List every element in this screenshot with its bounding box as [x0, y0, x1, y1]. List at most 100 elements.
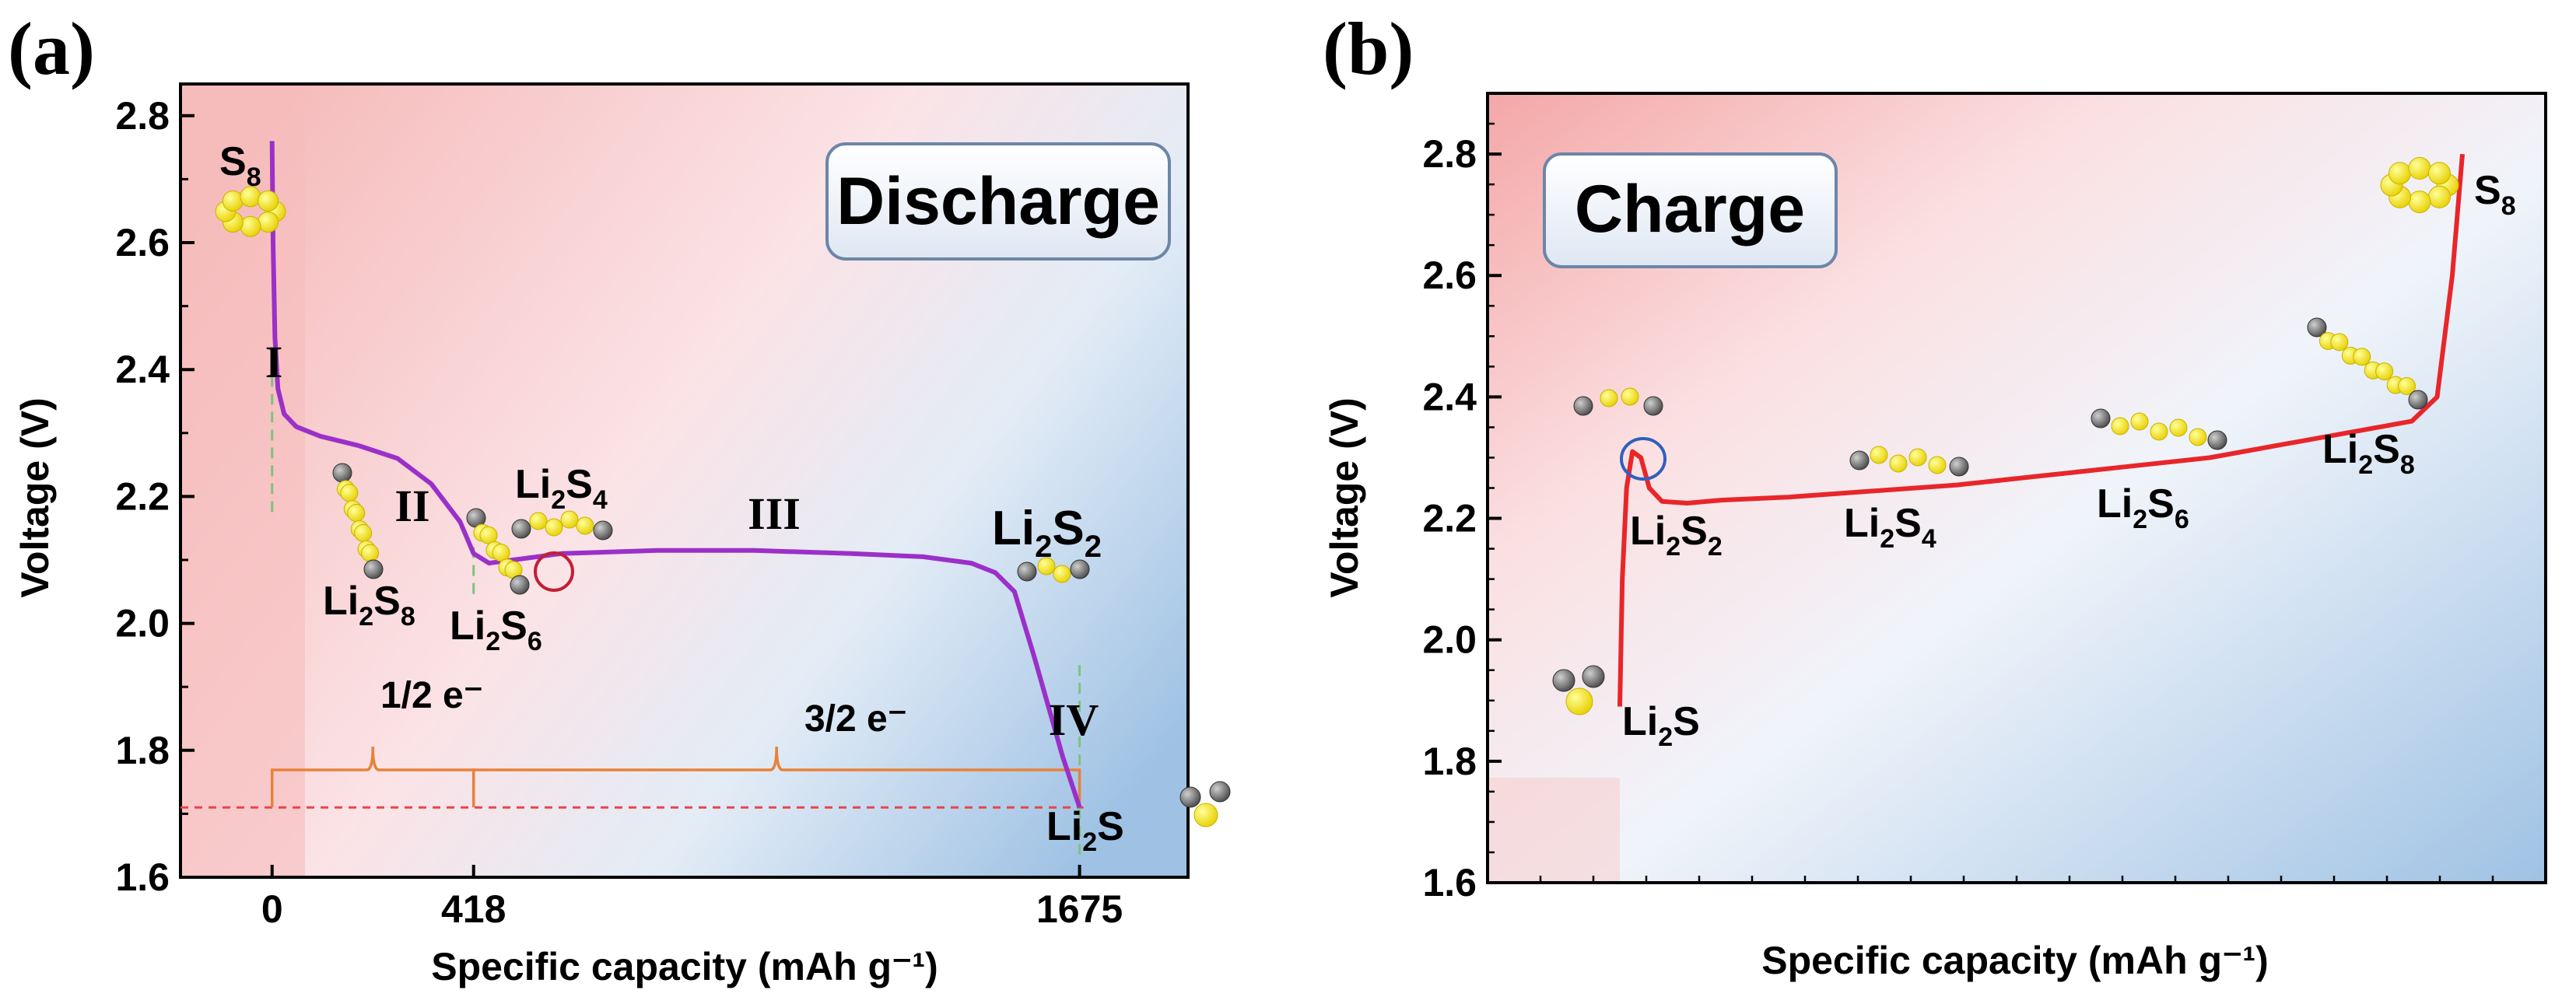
sulfur-atom — [347, 504, 366, 523]
y-tick-label: 2.8 — [115, 94, 170, 138]
sulfur-atom — [2353, 348, 2371, 366]
discharge-box-label: Discharge — [836, 164, 1160, 239]
sulfur-atom — [2169, 418, 2188, 437]
sulfur-atom — [2408, 191, 2431, 214]
electron-label-three-halves: 3/2 e⁻ — [804, 698, 907, 740]
sulfur-atom — [2388, 162, 2412, 185]
region-label-III: III — [748, 488, 801, 539]
lithium-atom — [2091, 408, 2111, 429]
sulfur-atom — [1037, 557, 1056, 575]
sulfur-atom — [2375, 362, 2394, 381]
sulfur-atom — [258, 212, 279, 233]
sulfur-atom — [1193, 803, 1218, 827]
x-tick-label: 0 — [261, 887, 283, 931]
lithium-atom — [363, 559, 384, 579]
sulfur-atom — [258, 190, 279, 212]
panel-b-left-band — [1488, 778, 1620, 883]
panel-a-y-ticks: 1.6 1.8 2.0 2.2 2.4 2.6 2.8 — [115, 94, 195, 899]
y-tick-label: 2.2 — [115, 474, 170, 518]
x-tick-label: 418 — [441, 887, 506, 931]
y-tick-label: 2.6 — [1422, 254, 1477, 297]
panel-a: (a) 1.6 1.8 2.0 2.2 2.4 2.6 2.8 0 418 1675 Volta… — [8, 7, 1231, 988]
lithium-atom — [1017, 561, 1037, 582]
charge-box-label: Charge — [1575, 172, 1805, 247]
lithium-atom — [511, 519, 531, 539]
molecule-li2s-b — [1552, 665, 1605, 715]
lithium-atom — [1849, 450, 1870, 471]
sulfur-atom — [1565, 687, 1593, 715]
molecule-li2s8-chain-a — [332, 463, 384, 579]
lithium-atom — [1573, 396, 1593, 416]
sulfur-atom — [2427, 162, 2451, 185]
panel-b: (b) 1.6 1.8 2.0 2.2 2.4 2.6 2.8 Voltage (V) Sp… — [1323, 7, 2547, 982]
nucleation-circle — [534, 551, 574, 592]
region-label-I: I — [265, 337, 283, 387]
sulfur-atom — [240, 186, 261, 208]
sulfur-atom — [240, 215, 261, 237]
sulfur-atom — [340, 484, 359, 502]
panel-a-x-axis-title: Specific capacity (mAh g⁻¹) — [431, 945, 938, 988]
charge-box — [1543, 152, 1838, 268]
sulfur-atom — [354, 523, 373, 542]
molecule-s8-ring-b — [2380, 156, 2459, 214]
region-label-II: II — [394, 481, 429, 531]
panel-a-label: (a) — [8, 7, 95, 90]
lithium-atom — [2408, 390, 2428, 410]
charge-curve — [1617, 153, 2465, 707]
sulfur-atom — [2189, 428, 2207, 446]
label-Li2S-b: Li2S — [1622, 699, 1700, 752]
panel-b-x-axis-title: Specific capacity (mAh g⁻¹) — [1761, 939, 2269, 982]
molecule-li2s-a — [1179, 781, 1231, 827]
sulfur-atom — [2408, 156, 2431, 180]
sulfur-atom — [2130, 412, 2149, 431]
molecule-s8-ring-a — [215, 186, 286, 237]
sulfur-atom — [1053, 565, 1071, 583]
y-tick-label: 2.6 — [115, 221, 170, 264]
molecule-li2s6-chain-a — [466, 508, 530, 595]
sulfur-atom — [2427, 185, 2451, 208]
molecule-li2s2-a — [1017, 557, 1090, 583]
panel-a-x-ticks: 0 418 1675 — [261, 865, 1123, 931]
lithium-atom — [1643, 396, 1663, 416]
electron-label-half: 1/2 e⁻ — [380, 675, 483, 716]
lithium-atom — [1209, 781, 1231, 803]
molecule-li2s6-b — [2091, 408, 2227, 450]
y-tick-label: 2.4 — [115, 348, 170, 391]
discharge-box — [825, 142, 1171, 261]
y-tick-label: 1.6 — [1422, 861, 1477, 904]
sulfur-atom — [545, 518, 563, 537]
panel-a-frame — [179, 82, 1190, 879]
sulfur-atom — [1600, 389, 1618, 408]
label-Li2S4-a: Li2S4 — [515, 462, 608, 515]
y-tick-label: 2.4 — [1422, 375, 1477, 418]
panel-a-y-axis-title: Voltage (V) — [13, 397, 57, 597]
label-Li2S2-a: Li2S2 — [992, 502, 1102, 564]
sulfur-atom — [2150, 422, 2168, 441]
sulfur-atom — [560, 510, 579, 529]
sulfur-atom — [2398, 377, 2417, 396]
y-tick-label: 1.8 — [1422, 740, 1477, 783]
molecule-li2s4-a — [511, 510, 613, 540]
y-tick-label: 2.2 — [1422, 497, 1477, 540]
sulfur-atom — [1889, 454, 1908, 473]
lithium-atom — [1070, 559, 1090, 579]
y-tick-label: 1.8 — [115, 729, 170, 772]
region-label-IV: IV — [1049, 694, 1099, 745]
sulfur-atom — [529, 512, 548, 530]
electron-brace-1 — [270, 746, 475, 807]
sulfur-atom — [2111, 417, 2129, 436]
lithium-atom — [593, 520, 613, 540]
y-tick-label: 1.6 — [115, 855, 170, 899]
lithium-atom — [2207, 430, 2227, 450]
sulfur-atom — [1870, 446, 1888, 464]
lithium-atom — [1552, 669, 1575, 692]
panel-b-x-minor-ticks — [1539, 876, 2494, 883]
sulfur-atom — [1928, 456, 1947, 474]
sulfur-atom — [361, 544, 380, 562]
molecule-li2s8-chain-b — [2307, 317, 2428, 410]
electron-brace-2 — [471, 746, 1081, 807]
y-tick-label: 2.0 — [1422, 618, 1477, 662]
panel-b-y-axis-title: Voltage (V) — [1323, 397, 1366, 597]
lithium-atom — [1949, 457, 1969, 477]
